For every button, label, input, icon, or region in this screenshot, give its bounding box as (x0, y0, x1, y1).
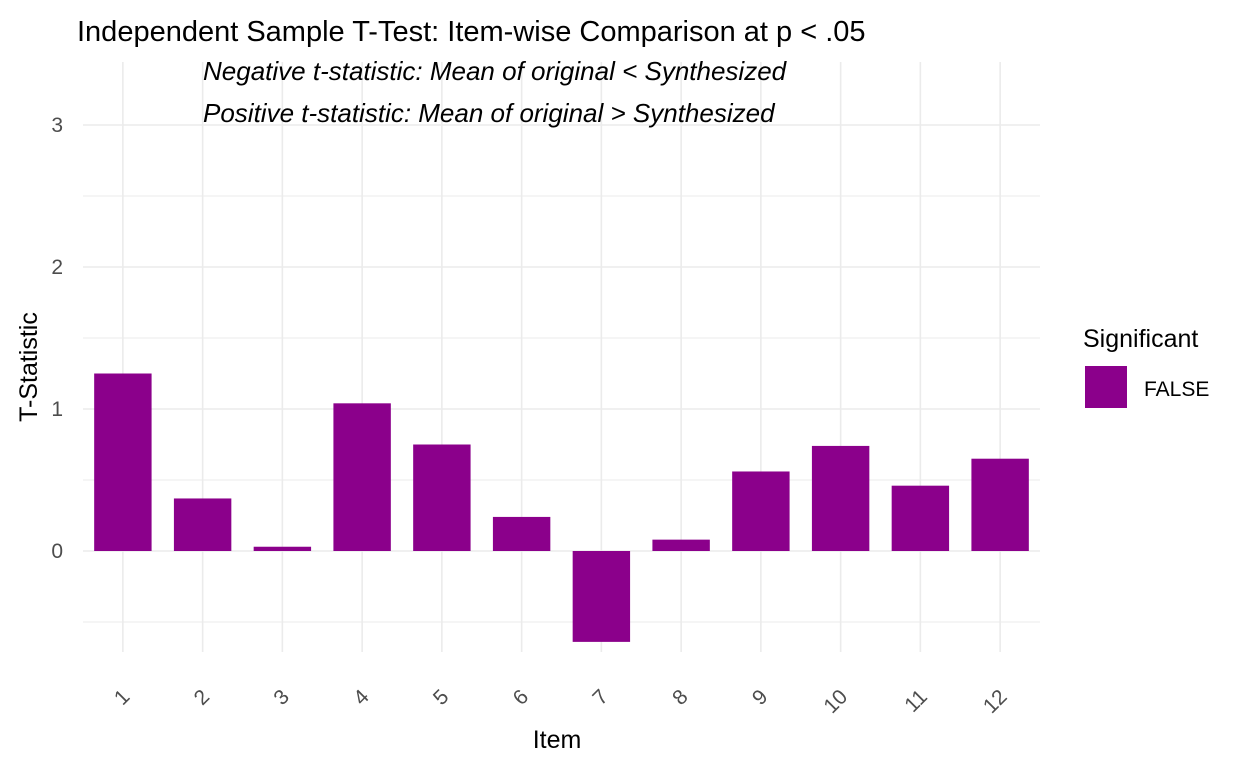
bar-item-11 (892, 486, 949, 551)
chart-title: Independent Sample T-Test: Item-wise Com… (77, 16, 866, 48)
legend: Significant FALSE (1083, 325, 1209, 408)
y-tick-label: 3 (51, 114, 63, 137)
bar-item-12 (971, 459, 1028, 551)
x-tick-label: 8 (668, 685, 693, 710)
x-axis-label: Item (533, 726, 582, 754)
bar-item-8 (652, 540, 709, 551)
bars (94, 374, 1029, 642)
x-tick-label: 1 (110, 685, 135, 710)
x-tick-label: 9 (748, 685, 773, 710)
y-tick-label: 2 (51, 256, 63, 279)
bar-item-3 (254, 547, 311, 551)
x-tick-label: 2 (190, 685, 215, 710)
bar-item-6 (493, 517, 550, 551)
bar-item-2 (174, 498, 231, 551)
bar-item-4 (333, 403, 390, 551)
legend-label-false: FALSE (1144, 378, 1209, 401)
legend-key-false (1085, 366, 1127, 408)
bar-item-7 (573, 551, 630, 642)
x-tick-label: 11 (900, 685, 932, 717)
bar-item-9 (732, 471, 789, 551)
y-tick-label: 1 (51, 398, 63, 421)
bar-item-10 (812, 446, 869, 551)
x-tick-label: 7 (588, 685, 613, 710)
annotation-positive: Positive t-statistic: Mean of original >… (203, 98, 776, 128)
bar-item-5 (413, 445, 470, 552)
x-tick-label: 5 (429, 685, 454, 710)
annotation-negative: Negative t-statistic: Mean of original <… (203, 56, 788, 86)
y-axis-ticks: 0 1 2 3 (51, 114, 63, 563)
bar-item-1 (94, 374, 151, 552)
x-tick-label: 6 (509, 685, 534, 710)
legend-title: Significant (1083, 325, 1198, 353)
grid-lines (83, 62, 1040, 652)
x-axis-ticks: 1 2 3 4 5 6 7 8 9 10 11 12 (110, 685, 1012, 718)
x-tick-label: 10 (819, 685, 852, 718)
y-axis-label: T-Statistic (15, 312, 43, 422)
x-tick-label: 4 (349, 685, 374, 710)
y-tick-label: 0 (51, 540, 63, 563)
x-tick-label: 12 (979, 685, 1012, 718)
x-tick-label: 3 (269, 685, 294, 710)
